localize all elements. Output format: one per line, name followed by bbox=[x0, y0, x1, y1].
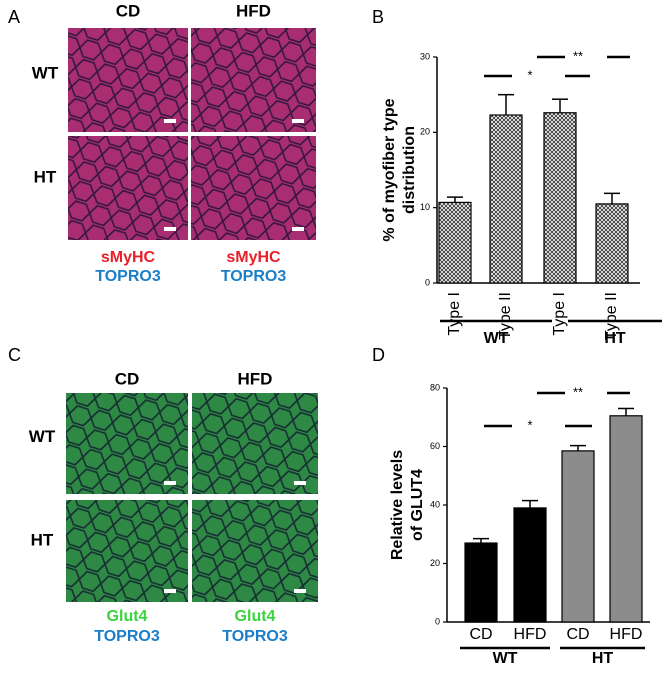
micrograph-nuclei bbox=[192, 393, 318, 494]
significance-label: * bbox=[527, 417, 532, 432]
column-label: HFD bbox=[238, 369, 273, 388]
micrograph-nuclei bbox=[68, 28, 188, 132]
x-tick-label: CD bbox=[566, 626, 589, 643]
counterstain-label: TOPRO3 bbox=[95, 268, 161, 285]
scale-bar bbox=[164, 481, 176, 485]
micrograph-cells bbox=[66, 500, 188, 602]
group-label: WT bbox=[493, 650, 518, 667]
bar bbox=[561, 450, 595, 623]
panel-letter: A bbox=[8, 7, 20, 27]
y-tick-label: 60 bbox=[430, 441, 440, 451]
x-tick-label: Type I bbox=[551, 292, 568, 336]
significance-label: * bbox=[527, 67, 532, 82]
micrograph-cells bbox=[191, 28, 316, 132]
x-tick-label: Type II bbox=[603, 292, 620, 340]
micrograph-nuclei bbox=[68, 136, 188, 240]
micrograph-nuclei bbox=[192, 500, 318, 602]
column-label: HFD bbox=[236, 1, 271, 20]
scale-bar bbox=[164, 227, 176, 231]
scale-bar bbox=[292, 119, 304, 123]
group-label: HT bbox=[592, 650, 614, 667]
counterstain-label: TOPRO3 bbox=[222, 628, 288, 645]
x-tick-label: Type II bbox=[497, 292, 514, 340]
panel-letter: D bbox=[372, 345, 385, 365]
micrograph-cells bbox=[68, 28, 188, 132]
bar bbox=[513, 507, 547, 623]
row-label: HT bbox=[34, 167, 57, 186]
micrograph-cells bbox=[192, 500, 318, 602]
y-tick-label: 20 bbox=[430, 558, 440, 568]
significance-label: ** bbox=[573, 48, 583, 63]
scale-bar bbox=[294, 589, 306, 593]
micrograph-cells bbox=[191, 136, 316, 240]
bar bbox=[543, 112, 577, 284]
micrograph-nuclei bbox=[66, 500, 188, 602]
panel-letter: C bbox=[8, 345, 21, 365]
micrograph-cells bbox=[192, 393, 318, 494]
bar bbox=[595, 203, 629, 284]
counterstain-label: TOPRO3 bbox=[94, 628, 160, 645]
micrograph-nuclei bbox=[191, 136, 316, 240]
x-tick-label: HFD bbox=[610, 626, 643, 643]
row-label: HT bbox=[31, 530, 54, 549]
group-label: WT bbox=[484, 330, 509, 347]
panel-letter: B bbox=[372, 7, 384, 27]
y-tick-label: 30 bbox=[420, 51, 430, 61]
y-tick-label: 0 bbox=[425, 277, 430, 287]
micrograph-nuclei bbox=[66, 393, 188, 494]
x-tick-label: Type I bbox=[446, 292, 463, 336]
column-label: CD bbox=[115, 369, 140, 388]
stain-label: Glut4 bbox=[107, 608, 148, 625]
stain-label: sMyHC bbox=[101, 249, 156, 266]
bar bbox=[609, 415, 643, 623]
x-tick-label: CD bbox=[469, 626, 492, 643]
row-label: WT bbox=[32, 63, 59, 82]
bar bbox=[464, 542, 498, 623]
y-tick-label: 80 bbox=[430, 382, 440, 392]
column-label: CD bbox=[116, 1, 141, 20]
micrograph-nuclei bbox=[191, 28, 316, 132]
x-tick-label: HFD bbox=[514, 626, 547, 643]
micrograph-cells bbox=[68, 136, 188, 240]
y-axis-label: of GLUT4 bbox=[409, 469, 426, 541]
row-label: WT bbox=[29, 427, 56, 446]
group-label: HT bbox=[604, 330, 626, 347]
bar bbox=[489, 114, 523, 284]
bar bbox=[438, 201, 472, 284]
scale-bar bbox=[164, 119, 176, 123]
significance-label: ** bbox=[573, 384, 583, 399]
stain-label: Glut4 bbox=[235, 608, 276, 625]
counterstain-label: TOPRO3 bbox=[221, 268, 287, 285]
y-tick-label: 10 bbox=[420, 202, 430, 212]
scale-bar bbox=[294, 481, 306, 485]
y-axis-label: Relative levels bbox=[389, 450, 406, 560]
scale-bar bbox=[164, 589, 176, 593]
y-tick-label: 0 bbox=[435, 616, 440, 626]
stain-label: sMyHC bbox=[226, 249, 281, 266]
y-tick-label: 40 bbox=[430, 499, 440, 509]
scale-bar bbox=[292, 227, 304, 231]
y-tick-label: 20 bbox=[420, 127, 430, 137]
micrograph-cells bbox=[66, 393, 188, 494]
y-axis-label: distribution bbox=[401, 126, 418, 214]
y-axis-label: % of myofiber type bbox=[381, 98, 398, 241]
